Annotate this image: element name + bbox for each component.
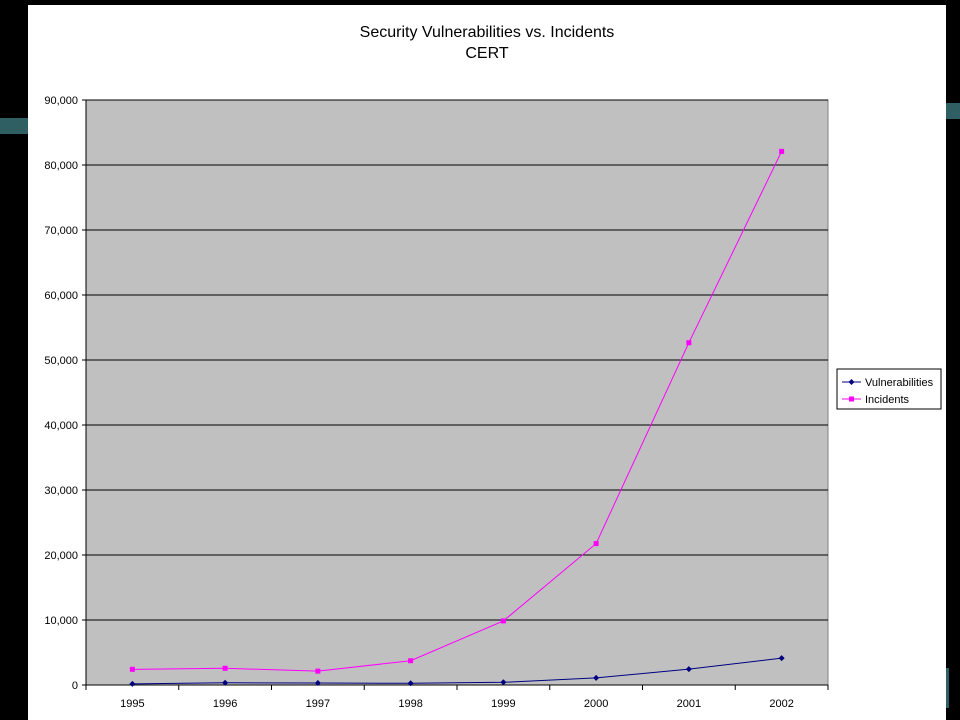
decor-bar-left xyxy=(0,118,28,134)
data-point-incidents xyxy=(315,668,321,674)
x-tick-label: 2002 xyxy=(769,698,793,710)
series-line-incidents xyxy=(132,151,783,672)
legend-marker-vulnerabilities xyxy=(848,379,855,385)
y-tick-label: 60,000 xyxy=(44,290,78,302)
x-tick-label: 1996 xyxy=(213,698,237,710)
legend-label-vulnerabilities: Vulnerabilities xyxy=(865,377,934,389)
y-tick-label: 30,000 xyxy=(44,485,78,497)
y-tick-label: 10,000 xyxy=(44,615,78,627)
axes: 0 10,000 20,000 30,000 40,000 50,000 60,000 70,… xyxy=(44,95,829,710)
legend-box xyxy=(836,368,942,410)
x-tick-label: 1999 xyxy=(491,698,515,710)
data-point-vulnerabilities xyxy=(222,679,229,686)
data-point-vulnerabilities xyxy=(500,679,507,686)
data-point-incidents xyxy=(686,340,692,346)
series xyxy=(129,148,785,687)
data-point-incidents xyxy=(779,148,785,154)
series-line-vulnerabilities xyxy=(132,657,782,685)
y-tick-label: 20,000 xyxy=(44,550,78,562)
x-tick-label: 1998 xyxy=(398,698,422,710)
data-point-vulnerabilities xyxy=(685,666,692,673)
legend-marker-incidents xyxy=(849,396,854,402)
x-tick-label: 2000 xyxy=(584,698,608,710)
y-tick-label: 50,000 xyxy=(44,355,78,367)
chart-subtitle: CERT xyxy=(465,45,508,62)
data-point-vulnerabilities xyxy=(593,674,600,681)
x-tick-label: 1995 xyxy=(120,698,144,710)
data-point-incidents xyxy=(593,541,599,547)
data-point-incidents xyxy=(129,666,135,672)
legend: Vulnerabilities Incidents xyxy=(836,368,942,410)
data-point-incidents xyxy=(500,618,506,624)
y-tick-label: 40,000 xyxy=(44,420,78,432)
plot-area xyxy=(85,99,829,686)
data-point-vulnerabilities xyxy=(314,679,321,686)
data-point-vulnerabilities xyxy=(778,655,785,662)
y-tick-label: 80,000 xyxy=(44,160,78,172)
y-tick-label: 70,000 xyxy=(44,225,78,237)
y-tick-label: 0 xyxy=(72,680,78,692)
data-point-incidents xyxy=(222,665,228,671)
legend-label-incidents: Incidents xyxy=(865,394,910,406)
chart-title: Security Vulnerabilities vs. Incidents xyxy=(360,24,615,41)
x-tick-label: 2001 xyxy=(677,698,701,710)
grid-lines xyxy=(86,99,828,621)
x-tick-label: 1997 xyxy=(306,698,330,710)
slide-panel: Security Vulnerabilities vs. Incidents C… xyxy=(28,5,946,720)
decor-bar-right xyxy=(946,103,960,119)
data-point-vulnerabilities xyxy=(407,680,414,687)
line-chart: Security Vulnerabilities vs. Incidents C… xyxy=(44,24,942,710)
data-point-incidents xyxy=(408,658,414,664)
y-tick-label: 90,000 xyxy=(44,95,78,107)
data-point-vulnerabilities xyxy=(129,680,136,687)
